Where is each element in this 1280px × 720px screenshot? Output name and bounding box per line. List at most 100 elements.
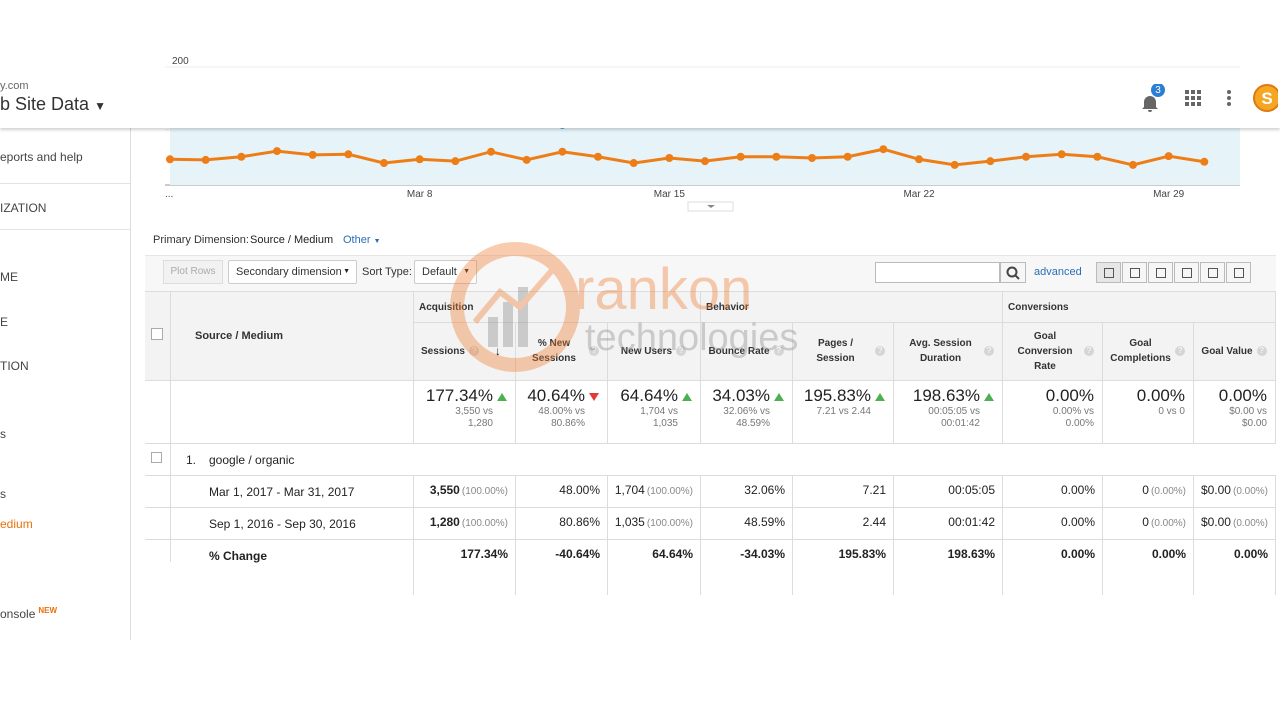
notification-badge — [1151, 84, 1165, 97]
sort-default-button[interactable]: Default ▼ — [414, 260, 477, 284]
data-point — [772, 152, 781, 161]
cell-value: -40.64% — [555, 547, 600, 561]
sidebar-item[interactable]: s — [0, 427, 6, 441]
avatar[interactable] — [1253, 84, 1278, 112]
table-rule — [1102, 475, 1103, 595]
advanced-link[interactable]: advanced — [1034, 266, 1082, 278]
data-point — [701, 157, 709, 166]
cell-value: 3,550 — [429, 483, 460, 497]
cell-value: 48.59% — [744, 515, 785, 529]
data-point — [487, 147, 495, 156]
table-cell: $0.00 (0.00%) — [1193, 483, 1275, 503]
column-group-header: Acquisition — [419, 302, 474, 313]
cell-share: (0.00%) — [1232, 518, 1268, 529]
sort-arrow: ↓ — [494, 344, 501, 358]
column-header[interactable]: Avg. Session Duration? — [893, 324, 1002, 378]
cell-value: 7.21 — [862, 483, 886, 497]
total-main-text: 0.00% — [1045, 386, 1094, 405]
view-toggle[interactable] — [1174, 262, 1199, 283]
column-header[interactable]: Goal Value? — [1193, 324, 1275, 378]
property-name: b Site Data — [0, 94, 90, 114]
trend-arrow — [875, 392, 885, 401]
column-header[interactable]: % New Sessions? — [515, 324, 607, 378]
column-header-text: Goal Completions — [1110, 338, 1171, 364]
table-cell: 00:01:42 — [893, 515, 1002, 535]
apps-icon[interactable] — [1185, 90, 1201, 106]
trend-arrow — [682, 392, 692, 401]
table-rule — [145, 539, 1276, 540]
search-button[interactable] — [1000, 262, 1026, 283]
table-rule — [792, 322, 793, 380]
table-cell: 0.00% — [1193, 547, 1275, 567]
help-icon: ? — [1256, 346, 1267, 356]
row-checkbox[interactable] — [151, 452, 162, 463]
sidebar-item[interactable]: edium — [0, 517, 33, 531]
new-badge: NEW — [38, 606, 58, 615]
cell-share: (0.00%) — [1232, 486, 1268, 497]
total-sub: 0.00% vs 0.00% — [1052, 406, 1094, 429]
header-icons: 3 S — [1142, 84, 1278, 112]
secondary-dimension-button[interactable]: Secondary dimension ▼ — [228, 260, 357, 284]
table-rule — [1002, 291, 1003, 380]
view-toggle[interactable] — [1148, 262, 1173, 283]
row-label: Mar 1, 2017 - Mar 31, 2017 — [209, 485, 355, 499]
row-index: 1. — [186, 453, 197, 467]
view-toggle[interactable] — [1200, 262, 1225, 283]
table-rule — [1275, 475, 1276, 595]
table-rule — [607, 322, 608, 380]
row-name[interactable]: google / organic — [209, 453, 295, 467]
table-cell: 80.86% — [515, 515, 607, 535]
total-cell: 198.63% 00:05:05 vs 00:01:42 — [893, 386, 1002, 444]
sidebar-item-text: IZATION — [0, 201, 47, 215]
column-header[interactable]: New Users? — [607, 324, 700, 378]
total-main: 0.00% — [1002, 386, 1094, 406]
x-tick-label: Mar 29 — [1153, 189, 1185, 200]
dimension-other[interactable]: Other ▼ — [343, 234, 381, 246]
notification-bell[interactable] — [1142, 96, 1158, 112]
view-toggle[interactable] — [1096, 262, 1121, 283]
view-toggle[interactable] — [1122, 262, 1147, 283]
cell-value: 0 — [1142, 515, 1149, 529]
x-tick-label: ... — [165, 189, 173, 200]
help-icon: ? — [589, 346, 599, 356]
header-checkbox[interactable] — [151, 328, 163, 340]
sidebar-item[interactable]: ME — [0, 270, 18, 284]
table-cell: $0.00 (0.00%) — [1193, 515, 1275, 535]
sidebar-item[interactable]: IZATION — [0, 201, 46, 215]
column-header[interactable]: Sessions? ↓ — [413, 324, 515, 378]
column-header[interactable]: Goal Conversion Rate? — [1002, 324, 1102, 378]
sidebar-item[interactable]: E — [0, 315, 8, 329]
table-rule — [1002, 380, 1003, 443]
sidebar-divider — [0, 229, 130, 230]
table-cell: 0.00% — [1002, 547, 1102, 567]
property-selector[interactable]: b Site Data ▼ — [0, 94, 106, 114]
sidebar-item[interactable]: eports and help — [0, 150, 83, 164]
total-main: 0.00% — [1193, 386, 1267, 406]
cell-value: 32.06% — [744, 483, 785, 497]
help-icon: ? — [875, 346, 885, 356]
plot-rows-button[interactable]: Plot Rows — [163, 260, 223, 284]
column-header[interactable]: Bounce Rate? — [700, 324, 792, 378]
help-icon: ? — [773, 346, 784, 356]
search-input[interactable] — [875, 262, 1000, 283]
data-point — [1200, 157, 1209, 166]
total-main-text: 64.64% — [620, 386, 678, 405]
table-rule — [792, 380, 793, 443]
column-header[interactable]: Goal Completions? — [1102, 324, 1193, 378]
sidebar: eports and help IZATION ME E TION s s edium onso… — [0, 128, 131, 640]
table-cell: 0 (0.00%) — [1102, 483, 1193, 503]
data-point — [344, 150, 353, 159]
table-rule — [1275, 380, 1276, 443]
cell-share: (100.00%) — [646, 518, 693, 529]
column-header[interactable]: Pages / Session? — [792, 324, 893, 378]
total-main: 40.64% — [515, 386, 599, 406]
cell-value: 195.83% — [838, 547, 886, 561]
view-toggle[interactable] — [1226, 262, 1251, 283]
sidebar-item[interactable]: TION — [0, 359, 29, 373]
table-rule — [607, 380, 608, 443]
more-menu[interactable] — [1227, 90, 1231, 106]
sidebar-item[interactable]: onsole NEW — [0, 606, 57, 621]
sidebar-item[interactable]: s — [0, 487, 6, 501]
table-rule — [1002, 475, 1003, 595]
sort-type-label: Sort Type: — [362, 266, 412, 278]
